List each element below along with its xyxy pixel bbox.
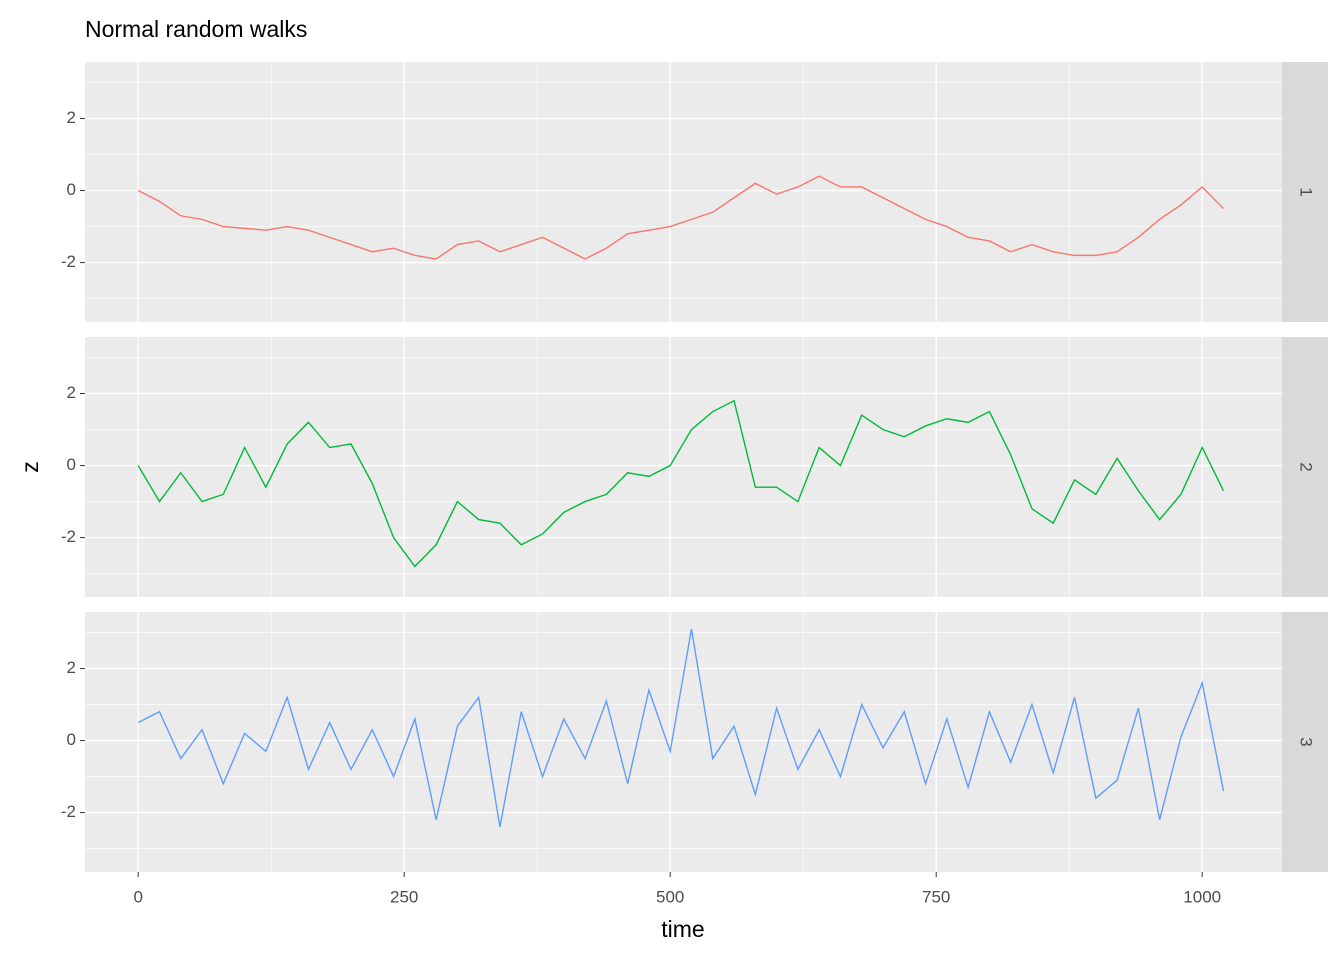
y-tick-label: 0 bbox=[67, 455, 76, 474]
series-line bbox=[137, 175, 1224, 260]
y-tick-label: -2 bbox=[61, 252, 76, 271]
x-axis-label: time bbox=[661, 916, 704, 942]
strip-background bbox=[1282, 62, 1328, 322]
chart-title: Normal random walks bbox=[85, 16, 307, 42]
panel-background bbox=[85, 62, 1282, 322]
series-line bbox=[137, 628, 1225, 828]
y-tick-label: 0 bbox=[67, 730, 76, 749]
x-tick-label: 250 bbox=[390, 887, 418, 906]
y-tick-label: -2 bbox=[61, 802, 76, 821]
y-tick-label: 0 bbox=[67, 180, 76, 199]
y-axis-label: z bbox=[17, 461, 43, 473]
strip-label: 3 bbox=[1297, 737, 1316, 746]
y-tick-label: 2 bbox=[67, 108, 76, 127]
series-line bbox=[137, 399, 1225, 568]
x-tick-label: 500 bbox=[656, 887, 684, 906]
x-tick-label: 750 bbox=[922, 887, 950, 906]
x-tick-label: 0 bbox=[133, 887, 142, 906]
strip-label: 1 bbox=[1297, 187, 1316, 196]
strip-background bbox=[1282, 337, 1328, 597]
strip-background bbox=[1282, 612, 1328, 872]
y-tick-label: -2 bbox=[61, 527, 76, 546]
y-tick-label: 2 bbox=[67, 383, 76, 402]
strip-label: 2 bbox=[1297, 462, 1316, 471]
panel-background bbox=[85, 612, 1282, 872]
y-tick-label: 2 bbox=[67, 658, 76, 677]
x-tick-label: 1000 bbox=[1183, 887, 1221, 906]
panel-background bbox=[85, 337, 1282, 597]
